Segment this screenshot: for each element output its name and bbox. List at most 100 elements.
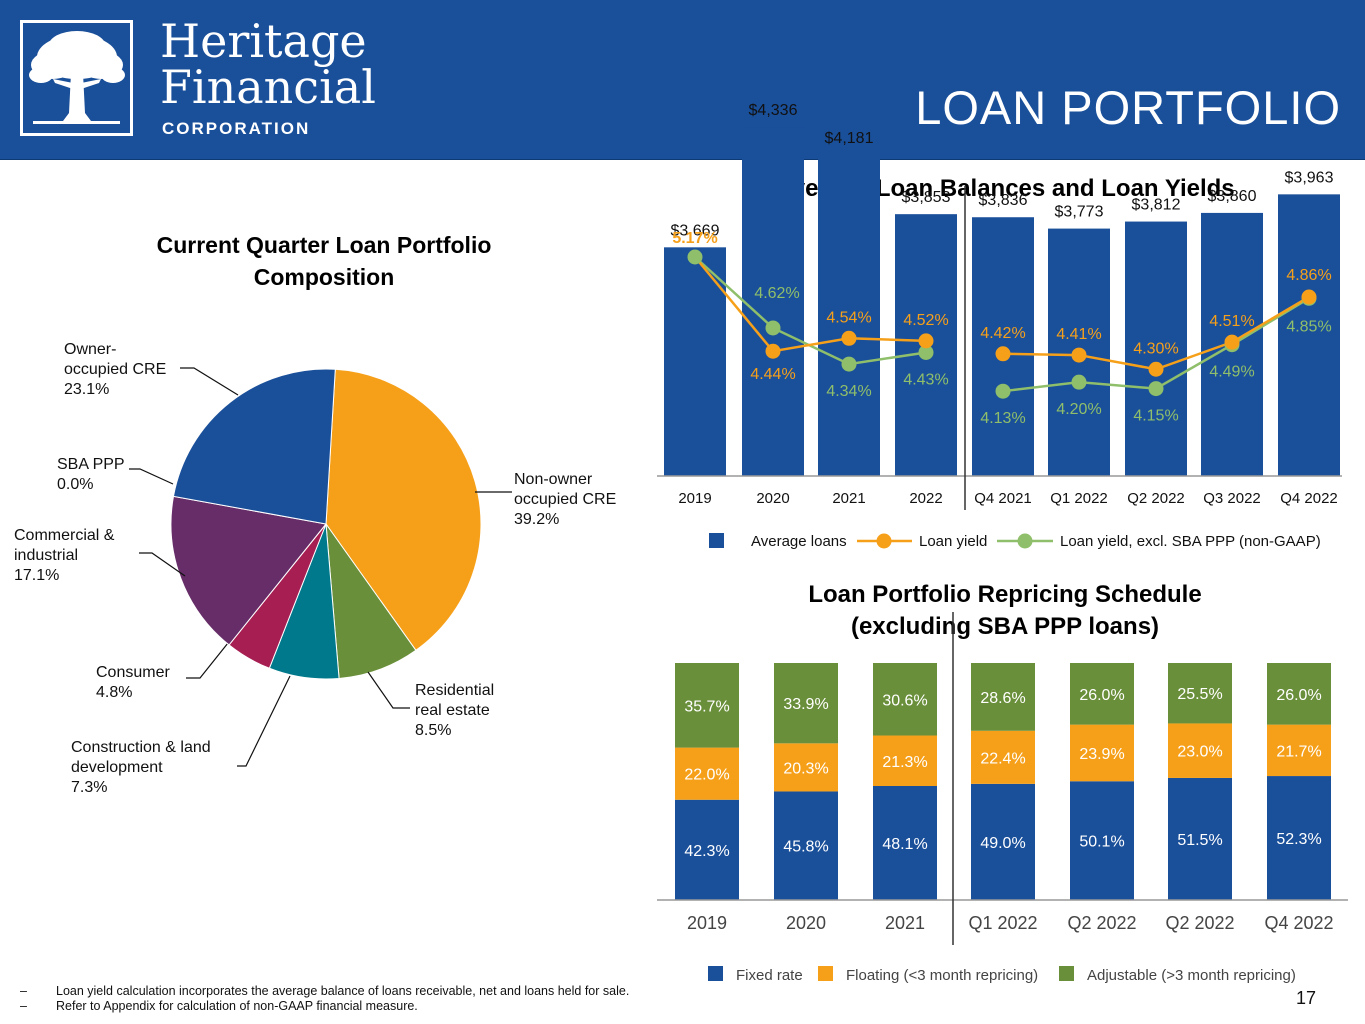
pie-slice-value: 0.0% — [57, 476, 93, 493]
repricing-bar-floating-3-month-repricing-2019 — [675, 747, 739, 800]
legend-swatch-floating-3-month-repricing — [818, 966, 833, 981]
loan-yield-label: 4.42% — [980, 325, 1025, 342]
yield-bar-value-label: $3,812 — [1132, 197, 1181, 214]
yield-excl-ppp-point — [765, 320, 781, 336]
yield-bar-value-label: $4,181 — [825, 130, 874, 147]
pie-slice-owner-occupied-cre — [172, 368, 336, 525]
loan-yield-label: 4.51% — [1209, 313, 1254, 330]
repricing-x-tick-label: 2019 — [687, 913, 727, 933]
repricing-value-label: 42.3% — [684, 843, 729, 860]
pie-slice-name: industrial — [14, 547, 78, 564]
pie-slice-name: occupied CRE — [514, 491, 616, 508]
pie-slice-value: 4.8% — [96, 684, 132, 701]
pie-leader-line — [129, 468, 174, 485]
pie-label-sba-ppp: SBA PPP 0.0% — [57, 456, 125, 493]
yield-x-tick-label: 2020 — [756, 490, 789, 507]
company-name-line1: Heritage — [160, 14, 367, 68]
loan-yield-label: 4.30% — [1133, 340, 1178, 357]
legend-marker-yield-excl-ppp — [1017, 533, 1033, 549]
pie-leader-line — [367, 671, 410, 709]
repricing-value-label: 45.8% — [783, 839, 828, 856]
pie-label-owner-occupied-cre: Owner-occupied CRE 23.1% — [64, 341, 166, 398]
yield-excl-ppp-label: 4.34% — [826, 383, 871, 400]
pie-title-line2: Composition — [254, 264, 395, 290]
yield-bar-value-label: $3,860 — [1208, 188, 1257, 205]
repricing-bar-adjustable-3-month-repricing-q2-2022 — [1168, 663, 1232, 724]
footnote-dash: – — [20, 984, 27, 998]
loan-yield-label: 4.41% — [1056, 326, 1101, 343]
repricing-bar-fixed-rate-q4-2022 — [1267, 776, 1331, 900]
yield-excl-ppp-label: 4.43% — [903, 371, 948, 388]
pie-slice-name: Residential — [415, 682, 494, 699]
yield-x-tick-label: Q3 2022 — [1203, 490, 1261, 507]
pie-chart: Current Quarter Loan Portfolio Compositi… — [14, 232, 616, 796]
pie-slice-commercial-industrial — [170, 495, 327, 646]
yield-x-tick-label: 2021 — [832, 490, 865, 507]
legend-label-loan-yield: Loan yield — [919, 533, 987, 550]
legend-swatch-average-loans — [709, 533, 724, 548]
oak-tree-icon — [29, 31, 125, 124]
loan-yield-label: 4.54% — [826, 309, 871, 326]
repricing-x-tick-label: Q2 2022 — [1067, 913, 1136, 933]
legend-label-adjustable-3-month-repricing: Adjustable (>3 month repricing) — [1087, 967, 1296, 984]
pie-slice-non-owner-occupied-cre — [325, 368, 482, 651]
page-number: 17 — [1296, 988, 1317, 1008]
pie-label-residential-real-estate: Residential real estate 8.5% — [415, 682, 494, 739]
loan-yield-line — [694, 256, 927, 353]
repricing-bar-adjustable-3-month-repricing-2019 — [675, 663, 739, 748]
yield-excl-ppp-point — [841, 356, 857, 372]
loan-yield-label: 5.17% — [672, 230, 717, 247]
yield-excl-ppp-label: 4.49% — [1209, 364, 1254, 381]
repricing-bar-fixed-rate-2019 — [675, 799, 739, 900]
pie-leader-line — [139, 552, 186, 577]
loan-yield-point — [841, 330, 857, 346]
yield-bar-2021 — [818, 155, 880, 477]
yield-excl-ppp-point — [687, 249, 703, 265]
repricing-bar-fixed-rate-q2-2022 — [1168, 777, 1232, 900]
yield-x-tick-label: Q4 2021 — [974, 490, 1032, 507]
pie-slice-value: 39.2% — [514, 511, 559, 528]
yield-x-tick-label: Q4 2022 — [1280, 490, 1338, 507]
page-title: LOAN PORTFOLIO — [915, 81, 1341, 134]
yield-excl-ppp-label: 4.15% — [1133, 408, 1178, 425]
repricing-value-label: 52.3% — [1276, 831, 1321, 848]
repricing-title-line2: (excluding SBA PPP loans) — [851, 613, 1159, 640]
yield-excl-ppp-label: 4.13% — [980, 410, 1025, 427]
repricing-value-label: 49.0% — [980, 835, 1025, 852]
repricing-bar-floating-3-month-repricing-q2-2022 — [1070, 724, 1134, 782]
yield-excl-ppp-label: 4.85% — [1286, 318, 1331, 335]
yield-bar-value-label: $3,853 — [902, 189, 951, 206]
repricing-value-label: 23.9% — [1079, 746, 1124, 763]
pie-leader-line — [186, 642, 229, 679]
footnote-dash: – — [20, 999, 27, 1013]
repricing-bar-floating-3-month-repricing-2020 — [774, 743, 838, 792]
repricing-x-tick-label: 2021 — [885, 913, 925, 933]
legend-label-average-loans: Average loans — [751, 533, 847, 550]
legend-label-floating-3-month-repricing: Floating (<3 month repricing) — [846, 967, 1038, 984]
pie-label-commercial-industrial: Commercial & industrial 17.1% — [14, 527, 115, 584]
loan-yield-point — [765, 343, 781, 359]
repricing-value-label: 23.0% — [1177, 744, 1222, 761]
yield-bar-value-label: $3,773 — [1055, 204, 1104, 221]
yield-excl-ppp-point — [995, 383, 1011, 399]
repricing-bar-floating-3-month-repricing-q4-2022 — [1267, 724, 1331, 777]
legend-label-fixed-rate: Fixed rate — [736, 967, 803, 984]
repricing-value-label: 28.6% — [980, 690, 1025, 707]
repricing-value-label: 48.1% — [882, 836, 927, 853]
repricing-value-label: 22.0% — [684, 767, 729, 784]
pie-slice-name: development — [71, 759, 163, 776]
yield-bar-value-label: $3,963 — [1285, 169, 1334, 186]
repricing-value-label: 26.0% — [1276, 687, 1321, 704]
yield-x-tick-label: 2022 — [909, 490, 942, 507]
legend-marker-loan-yield — [876, 533, 892, 549]
loan-yield-point — [1301, 289, 1317, 305]
pie-slice-name: occupied CRE — [64, 361, 166, 378]
repricing-value-label: 20.3% — [783, 760, 828, 777]
pie-label-non-owner-occupied-cre: Non-owner occupied CRE 39.2% — [514, 471, 616, 528]
repricing-chart: Loan Portfolio Repricing Schedule (exclu… — [657, 581, 1348, 984]
pie-slice-name: real estate — [415, 702, 490, 719]
footnote-1: – Loan yield calculation incorporates the… — [20, 984, 629, 999]
repricing-x-tick-label: 2020 — [786, 913, 826, 933]
pie-leader-line — [180, 367, 239, 396]
repricing-bar-adjustable-3-month-repricing-2021 — [873, 663, 937, 736]
